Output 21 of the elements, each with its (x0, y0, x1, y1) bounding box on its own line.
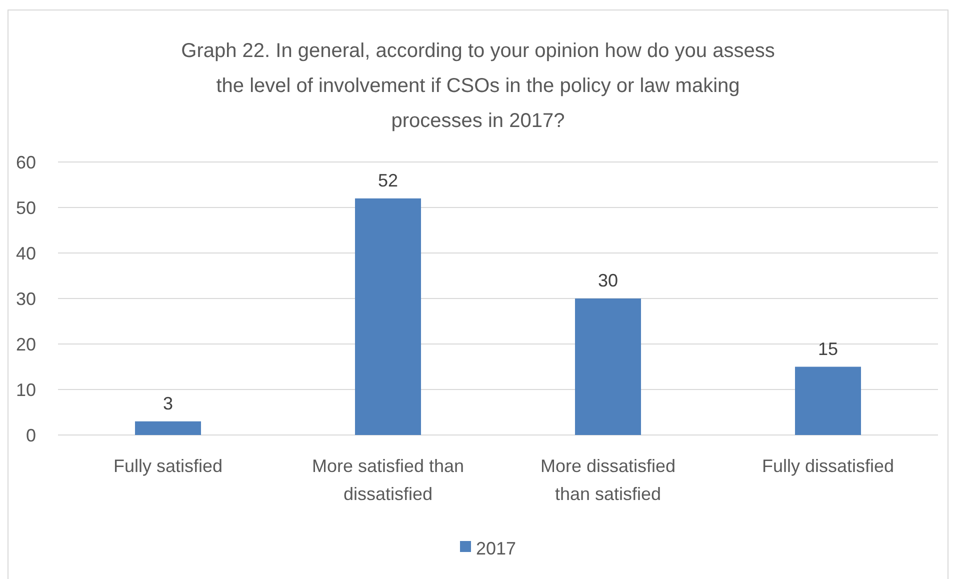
y-tick-label: 0 (26, 425, 36, 446)
bar (795, 366, 861, 435)
bar (575, 298, 641, 435)
y-tick-label: 50 (16, 198, 36, 218)
y-tick-label: 20 (16, 334, 36, 354)
y-tick-label: 40 (16, 243, 36, 264)
y-tick-label: 60 (16, 152, 36, 172)
bar (135, 421, 201, 435)
y-tick-label: 30 (16, 288, 36, 309)
x-tick-label: More satisfied than dissatisfied (312, 456, 464, 504)
data-label: 15 (818, 338, 838, 359)
data-label: 3 (162, 393, 174, 414)
x-tick-label: Fully satisfied (113, 456, 223, 476)
x-tick-label: Fully dissatisfied (762, 456, 894, 476)
legend-label: 2017 (476, 538, 516, 558)
data-label: 30 (598, 270, 618, 290)
y-tick-label: 10 (16, 380, 36, 400)
bar (355, 198, 421, 435)
data-label: 52 (378, 170, 398, 190)
x-tick-label: More dissatisfied than satisfied (540, 456, 676, 504)
chart-title: Graph 22. In general, according to your opinion how do you assess the level of involvement if CSOs in the policy or law making processes in 2017? (181, 40, 775, 132)
